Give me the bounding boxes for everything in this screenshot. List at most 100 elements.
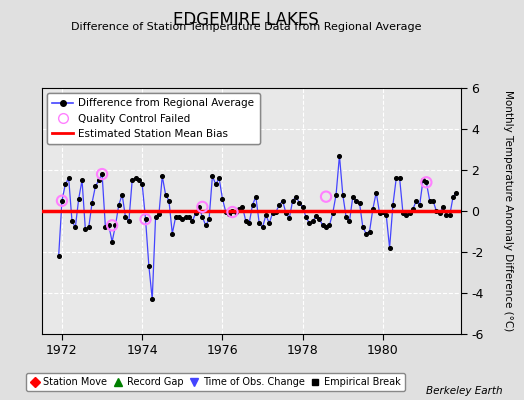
Point <box>399 210 407 216</box>
Point <box>422 179 431 186</box>
Point <box>358 224 367 230</box>
Point <box>108 238 116 245</box>
Point <box>412 198 420 204</box>
Point <box>416 202 424 208</box>
Point <box>365 228 374 235</box>
Point <box>396 175 404 182</box>
Point <box>84 224 93 230</box>
Point <box>452 189 461 196</box>
Point <box>111 222 119 228</box>
Point <box>342 214 351 220</box>
Point <box>54 253 63 259</box>
Text: EDGEMIRE LAKES: EDGEMIRE LAKES <box>173 11 319 29</box>
Point <box>369 206 377 212</box>
Point <box>138 181 146 188</box>
Point <box>288 198 297 204</box>
Point <box>352 198 361 204</box>
Legend: Station Move, Record Gap, Time of Obs. Change, Empirical Break: Station Move, Record Gap, Time of Obs. C… <box>26 373 405 391</box>
Point <box>81 226 90 233</box>
Point <box>108 222 116 228</box>
Point <box>58 198 66 204</box>
Point <box>315 216 324 222</box>
Point <box>449 194 457 200</box>
Point <box>222 209 230 215</box>
Point <box>332 191 340 198</box>
Point <box>285 215 293 221</box>
Point <box>439 204 447 210</box>
Point <box>145 263 153 270</box>
Point <box>151 214 160 220</box>
Point <box>205 216 213 222</box>
Point <box>345 218 354 224</box>
Point <box>432 208 441 214</box>
Point <box>118 191 126 198</box>
Point <box>419 177 427 184</box>
Point <box>245 220 254 226</box>
Point <box>379 209 387 215</box>
Point <box>312 213 320 219</box>
Point <box>168 230 177 237</box>
Point <box>309 218 317 224</box>
Point <box>335 152 344 159</box>
Point <box>232 209 240 215</box>
Point <box>191 210 200 216</box>
Point <box>98 171 106 177</box>
Point <box>372 189 380 196</box>
Legend: Difference from Regional Average, Quality Control Failed, Estimated Station Mean: Difference from Regional Average, Qualit… <box>47 93 259 144</box>
Point <box>74 196 83 202</box>
Point <box>278 198 287 204</box>
Y-axis label: Monthly Temperature Anomaly Difference (°C): Monthly Temperature Anomaly Difference (… <box>504 90 514 332</box>
Point <box>175 214 183 220</box>
Point <box>325 222 334 228</box>
Point <box>78 177 86 184</box>
Point <box>295 200 303 206</box>
Point <box>181 214 190 220</box>
Point <box>135 177 143 184</box>
Point <box>115 202 123 208</box>
Point <box>58 198 66 204</box>
Point <box>215 175 223 182</box>
Point <box>445 212 454 218</box>
Point <box>212 181 220 188</box>
Point <box>128 177 136 184</box>
Point <box>275 202 283 208</box>
Point <box>299 204 307 210</box>
Point <box>158 173 167 179</box>
Point <box>228 209 237 215</box>
Point <box>98 171 106 177</box>
Point <box>105 222 113 228</box>
Point <box>258 224 267 230</box>
Point <box>61 181 70 188</box>
Point <box>198 204 206 210</box>
Point <box>91 183 100 190</box>
Point <box>409 206 417 212</box>
Point <box>178 216 187 222</box>
Point <box>429 198 437 204</box>
Point <box>322 194 330 200</box>
Point <box>268 210 277 216</box>
Point <box>425 198 434 204</box>
Point <box>252 194 260 200</box>
Point <box>132 175 140 182</box>
Point <box>94 177 103 184</box>
Point <box>148 296 157 302</box>
Point <box>171 214 180 220</box>
Point <box>141 216 150 222</box>
Point <box>248 202 257 208</box>
Point <box>386 245 394 251</box>
Point <box>422 179 431 186</box>
Point <box>64 175 73 182</box>
Point <box>322 224 330 230</box>
Point <box>272 209 280 215</box>
Point <box>442 212 451 218</box>
Point <box>305 220 313 226</box>
Point <box>406 210 414 216</box>
Point <box>195 204 203 210</box>
Point <box>292 194 300 200</box>
Text: Berkeley Earth: Berkeley Earth <box>427 386 503 396</box>
Point <box>339 191 347 198</box>
Point <box>362 230 370 237</box>
Point <box>225 211 233 217</box>
Point <box>282 210 290 216</box>
Point <box>261 212 270 218</box>
